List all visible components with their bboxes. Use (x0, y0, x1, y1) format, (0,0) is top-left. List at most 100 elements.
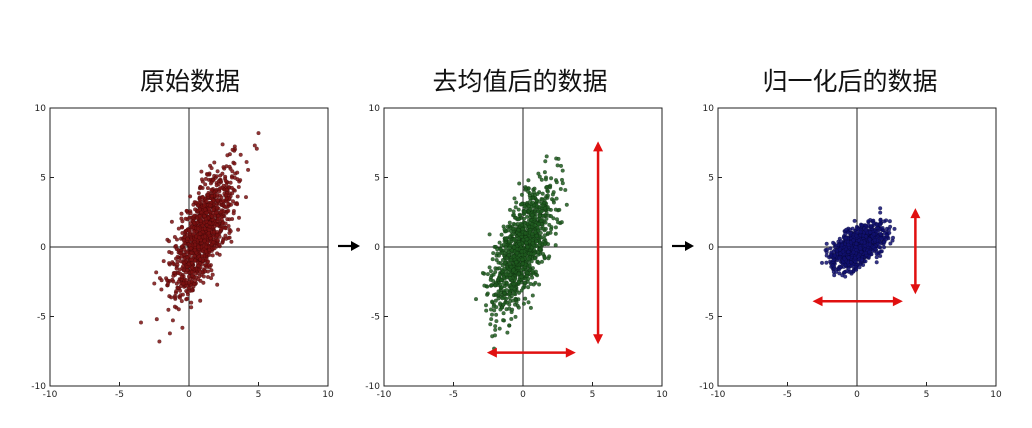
data-point (176, 271, 181, 276)
data-point (214, 229, 220, 235)
data-point (487, 265, 492, 270)
data-point (539, 259, 545, 264)
data-point (871, 232, 876, 237)
data-point (859, 257, 864, 262)
data-point (523, 186, 529, 191)
data-point (824, 260, 829, 265)
data-point (154, 270, 159, 275)
data-point (221, 164, 226, 170)
data-point (175, 254, 180, 259)
data-point (180, 244, 185, 249)
data-point (524, 240, 529, 245)
data-point (532, 223, 537, 228)
data-point (488, 269, 494, 274)
data-point (851, 250, 856, 255)
data-point (187, 228, 192, 233)
data-point (493, 324, 498, 329)
data-point (519, 288, 524, 293)
data-point (537, 282, 542, 287)
data-point (868, 230, 873, 235)
data-point (892, 226, 897, 231)
x-tick-label: -5 (783, 390, 792, 400)
data-point (850, 226, 855, 231)
flow-arrow-1-icon (338, 241, 360, 251)
data-point (501, 302, 506, 307)
data-point (219, 227, 224, 232)
data-point (484, 308, 489, 313)
data-point (238, 152, 243, 157)
data-point (193, 271, 198, 276)
data-point (499, 278, 504, 283)
data-point (184, 208, 189, 213)
data-point (198, 185, 203, 190)
y-tick-label: -10 (365, 382, 380, 392)
data-point (188, 211, 193, 216)
data-point (526, 276, 531, 281)
data-point (231, 211, 236, 216)
y-tick-label: 0 (374, 243, 380, 253)
data-point (542, 206, 547, 211)
data-point (522, 209, 527, 214)
data-point (189, 257, 194, 262)
data-point (209, 193, 215, 199)
data-point (494, 312, 499, 317)
data-point (540, 203, 545, 208)
data-point (536, 228, 541, 233)
data-point (535, 273, 540, 278)
data-point (501, 318, 506, 323)
data-point (207, 252, 212, 258)
data-point (229, 239, 234, 244)
data-point (171, 279, 176, 284)
data-point (473, 297, 479, 302)
data-point (198, 298, 203, 303)
vertical-range-arrow (593, 141, 604, 345)
data-point (873, 247, 878, 252)
data-point (499, 232, 504, 237)
data-point (176, 279, 181, 284)
data-point (488, 307, 494, 312)
data-point (507, 207, 513, 212)
data-point (230, 199, 236, 204)
data-point (530, 275, 535, 280)
flow-arrow-2-icon (672, 241, 694, 251)
data-point (488, 322, 493, 327)
data-point (154, 317, 159, 322)
y-tick-label: 0 (40, 243, 46, 253)
data-point (196, 263, 201, 268)
data-point (502, 266, 507, 271)
data-point (832, 266, 837, 271)
data-point (530, 241, 535, 246)
data-point (532, 186, 537, 191)
data-point (183, 216, 188, 221)
data-point (507, 245, 512, 250)
x-tick-label: 0 (186, 390, 192, 400)
data-point (544, 154, 549, 159)
x-tick-label: 5 (256, 390, 262, 400)
data-point (511, 226, 516, 231)
data-point (507, 261, 512, 267)
data-point (506, 253, 511, 258)
scatter-points (138, 130, 261, 344)
data-point (533, 215, 538, 220)
data-point (516, 265, 521, 271)
data-point (828, 246, 833, 251)
data-point (209, 165, 214, 171)
y-tick-label: -10 (699, 382, 714, 392)
data-point (504, 236, 509, 241)
data-point (844, 227, 849, 232)
data-point (491, 251, 496, 256)
data-point (169, 295, 174, 300)
data-point (181, 281, 186, 286)
data-point (875, 225, 880, 230)
data-point (217, 242, 222, 247)
data-point (200, 223, 205, 228)
x-tick-label: -5 (449, 390, 458, 400)
data-point (235, 194, 240, 199)
data-point (205, 185, 210, 191)
data-point (170, 318, 175, 323)
data-point (521, 216, 527, 221)
data-point (514, 260, 519, 265)
data-point (838, 265, 843, 270)
data-point (175, 262, 180, 267)
x-tick-label: 10 (990, 390, 1002, 400)
